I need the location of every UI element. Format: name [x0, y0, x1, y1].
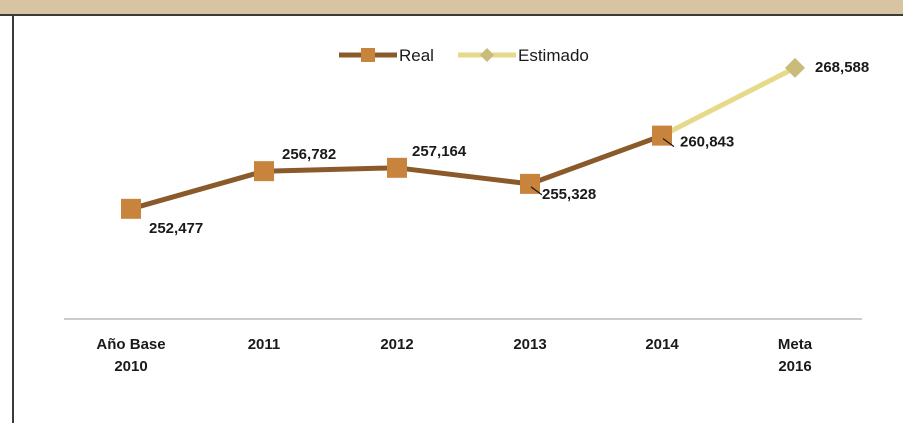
x-tick-4: 2014: [645, 336, 679, 353]
top-banner: [0, 0, 903, 16]
legend-label-real: Real: [399, 46, 434, 65]
point-estimado-5: [785, 57, 805, 78]
point-real-4: [652, 125, 672, 146]
data-label-1: 256,782: [282, 146, 336, 163]
legend-marker-estimado: [480, 48, 494, 62]
x-tick-5: Meta 2016: [778, 336, 813, 375]
legend-label-estimado: Estimado: [518, 46, 589, 65]
x-tick-2: 2012: [380, 336, 413, 353]
data-labels: 252,477 256,782 257,164 255,328 260,843 268,5…: [149, 59, 869, 237]
point-real-3: [520, 173, 540, 194]
series-line-estimado: [660, 65, 797, 138]
left-border: [12, 16, 14, 423]
point-real-0: [121, 198, 141, 219]
legend: Real Estimado: [339, 46, 589, 65]
leader-line-4: [662, 138, 675, 148]
x-tick-labels: Año Base 2010 2011 2012 2013 2014 Meta 2016: [96, 336, 812, 375]
legend-marker-real: [361, 48, 375, 62]
series-layer: [121, 57, 805, 219]
point-real-2: [387, 157, 407, 178]
data-label-0: 252,477: [149, 220, 203, 237]
data-label-4: 260,843: [680, 134, 734, 151]
data-label-5: 268,588: [815, 59, 869, 76]
x-tick-0: Año Base 2010: [96, 336, 165, 375]
data-label-3: 255,328: [542, 186, 596, 203]
data-label-2: 257,164: [412, 143, 467, 160]
x-tick-3: 2013: [513, 336, 546, 353]
point-real-1: [254, 161, 274, 182]
x-tick-1: 2011: [248, 336, 281, 353]
leader-line-3: [530, 186, 543, 196]
